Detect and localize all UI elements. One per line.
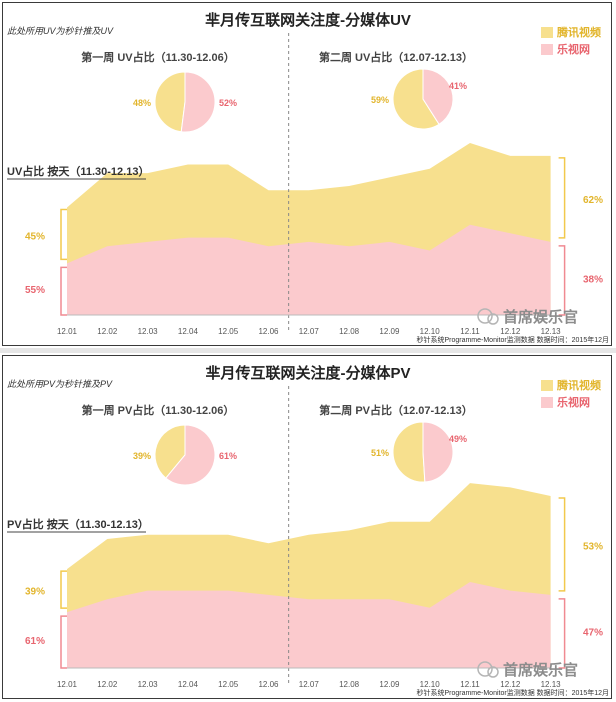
pie-title-week1: 第一周 PV占比（11.30-12.06） [82,403,235,417]
x-tick-label: 12.07 [299,680,320,689]
x-tick-label: 12.13 [541,327,562,336]
pie1-label-letv: 52% [219,98,237,108]
pie2-slice-letv [422,421,454,483]
pie2-label-tencent: 51% [371,448,389,458]
pie1-slice-tencent [154,424,186,479]
x-tick-label: 12.02 [97,327,118,336]
pie-title-week1: 第一周 UV占比（11.30-12.06） [81,50,234,64]
x-tick-label: 12.12 [500,680,521,689]
left-pct-label-tencent: 45% [25,231,45,242]
left-bracket-letv [60,615,67,669]
area-series-letv [67,224,551,315]
watermark-logo-icon [477,308,493,324]
x-tick-label: 12.10 [420,680,441,689]
area-series-letv [67,582,551,668]
x-tick-label: 12.06 [258,327,279,336]
legend-label-tencent: 腾讯视频 [557,378,601,392]
uv-section-label: UV占比 按天（11.30-12.13） [7,164,149,178]
legend-label-tencent: 腾讯视频 [557,25,601,39]
x-tick-label: 12.09 [379,680,400,689]
pv-footer: 秒针系统Programme-Monitor监测数据 数据时间：2015年12月 [416,688,609,697]
left-bracket-tencent [60,208,67,261]
x-tick-label: 12.11 [460,327,480,336]
x-tick-label: 12.04 [178,327,199,336]
legend-swatch-tencent [541,27,553,38]
left-pct-label-letv: 61% [25,636,45,647]
x-tick-label: 12.01 [57,680,78,689]
watermark-logo-icon-small [487,313,499,325]
right-bracket-letv [558,245,566,316]
x-tick-label: 12.02 [97,680,118,689]
uv-chart-panel: 芈月传互联网关注度-分媒体UV 此处所用UV为秒针推及UV 腾讯视频乐视网 UV占比 … [2,2,612,346]
uv-chart-title: 芈月传互联网关注度-分媒体UV [205,11,411,29]
x-tick-label: 12.12 [500,327,521,336]
legend-swatch-tencent [541,380,553,391]
pie2-label-letv: 49% [449,434,467,444]
watermark-logo-icon [477,661,493,677]
x-tick-label: 12.08 [339,680,360,689]
legend-swatch-letv [541,44,553,55]
x-tick-label: 12.06 [258,680,279,689]
right-bracket-tencent [558,497,566,592]
watermark: 首席娱乐官 [477,661,578,679]
x-tick-label: 12.05 [218,680,239,689]
pie2-label-tencent: 59% [371,95,389,105]
uv-footer: 秒针系统Programme-Monitor监测数据 数据时间：2015年12月 [416,335,609,344]
x-tick-label: 12.11 [460,680,480,689]
watermark-text: 首席娱乐官 [503,661,578,679]
pie2-slice-tencent [392,421,426,483]
left-pct-label-letv: 55% [25,285,45,296]
x-tick-label: 12.07 [299,327,320,336]
x-tick-label: 12.04 [178,680,199,689]
pie1-slice-tencent [154,71,186,133]
watermark-logo-icon-small [487,666,499,678]
pie1-slice-letv [165,424,216,486]
right-pct-label-letv: 47% [583,627,603,638]
x-tick-label: 12.08 [339,327,360,336]
left-bracket-letv [60,266,67,316]
legend-label-letv: 乐视网 [557,395,590,409]
pie2-slice-letv [422,68,454,126]
watermark: 首席娱乐官 [477,308,578,326]
left-pct-label-tencent: 39% [25,587,45,598]
x-tick-label: 12.01 [57,327,78,336]
watermark-text: 首席娱乐官 [503,308,578,326]
right-pct-label-tencent: 62% [583,195,603,206]
pv-note: 此处所用PV为秒针推及PV [7,379,113,389]
pv-chart-title: 芈月传互联网关注度-分媒体PV [205,364,410,382]
legend-label-letv: 乐视网 [557,42,590,56]
x-tick-label: 12.10 [420,327,441,336]
left-bracket-tencent [60,570,67,609]
right-bracket-tencent [558,157,566,239]
pie-title-week2: 第二周 PV占比（12.07-12.13） [319,403,472,417]
pie-title-week2: 第二周 UV占比（12.07-12.13） [319,50,473,64]
uv-note: 此处所用UV为秒针推及UV [7,26,114,36]
x-tick-label: 12.03 [138,327,159,336]
pie2-slice-tencent [392,68,440,130]
legend-swatch-letv [541,397,553,408]
right-pct-label-letv: 38% [583,274,603,285]
pie1-label-tencent: 48% [133,98,151,108]
right-pct-label-tencent: 53% [583,541,603,552]
pv-section-label: PV占比 按天（11.30-12.13） [7,517,149,531]
x-tick-label: 12.13 [541,680,562,689]
pie1-label-tencent: 39% [133,451,151,461]
pie1-label-letv: 61% [219,451,237,461]
right-bracket-letv [558,598,566,669]
pie2-label-letv: 41% [449,81,467,91]
x-tick-label: 12.05 [218,327,239,336]
x-tick-label: 12.09 [379,327,400,336]
pie1-slice-letv [180,71,216,133]
x-tick-label: 12.03 [138,680,159,689]
panel-separator [0,348,616,353]
pv-chart-panel: 芈月传互联网关注度-分媒体PV 此处所用PV为秒针推及PV 腾讯视频乐视网 PV占比 … [2,355,612,699]
